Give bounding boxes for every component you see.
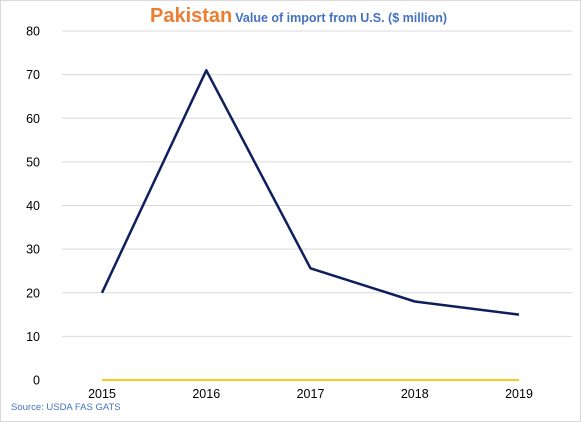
y-tick-label: 80	[26, 25, 40, 39]
source-note: Source: USDA FAS GATS	[11, 402, 121, 413]
x-tick-label: 2018	[401, 387, 429, 401]
chart-title-row: Pakistan Value of import from U.S. ($ mi…	[150, 5, 447, 28]
y-tick-label: 10	[26, 330, 40, 344]
y-tick-label: 20	[26, 286, 40, 300]
y-tick-label: 40	[26, 199, 40, 213]
x-tick-label: 2019	[505, 387, 533, 401]
gridlines	[62, 30, 572, 337]
chart-title: Pakistan	[150, 5, 233, 27]
chart-subtitle: Value of import from U.S. ($ million)	[235, 11, 448, 25]
x-tick-label: 2015	[88, 387, 116, 401]
series-lines	[100, 69, 520, 381]
y-axis-ticks: 0 10 20 30 40 50 60 70 80	[26, 25, 40, 388]
y-tick-label: 0	[33, 374, 40, 388]
x-tick-label: 2016	[192, 387, 220, 401]
y-tick-label: 60	[26, 112, 40, 126]
y-tick-label: 50	[26, 155, 40, 169]
series-line-import-value	[100, 69, 520, 316]
x-axis-ticks: 2015 2016 2017 2018 2019	[88, 387, 533, 401]
y-tick-label: 70	[26, 68, 40, 82]
y-tick-label: 30	[26, 243, 40, 257]
x-tick-label: 2017	[297, 387, 325, 401]
